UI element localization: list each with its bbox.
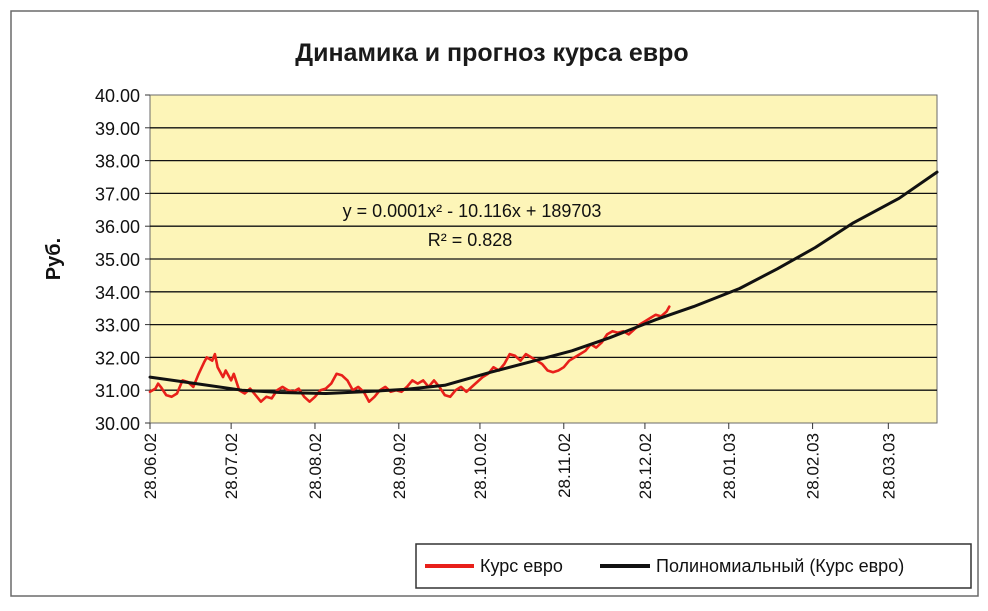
y-tick-label: 39.00 [95,119,140,139]
x-tick-label: 28.09.02 [390,433,409,499]
y-tick-label: 38.00 [95,152,140,172]
series-layer [148,170,939,403]
series-line-kurs-evro [148,305,671,403]
x-tick-label: 28.01.03 [720,433,739,499]
y-tick-label: 37.00 [95,184,140,204]
legend-label-kurs-evro: Курс евро [480,556,563,576]
y-tick-label: 30.00 [95,414,140,434]
trend-r-squared: R² = 0.828 [428,230,513,250]
x-tick-label: 28.07.02 [222,433,241,499]
legend: Курс евро Полиномиальный (Курс евро) [415,543,972,589]
legend-box [415,543,972,589]
x-axis-ticks: 28.06.02 28.07.02 28.08.02 28.09.02 28.10.02… [141,423,898,499]
x-tick-label: 28.10.02 [471,433,490,499]
x-tick-label: 28.02.03 [804,433,823,499]
y-tick-label: 35.00 [95,250,140,270]
x-tick-label: 28.08.02 [306,433,325,499]
y-tick-label: 36.00 [95,217,140,237]
y-tick-label: 33.00 [95,316,140,336]
trend-equation: y = 0.0001x² - 10.116x + 189703 [343,201,602,221]
series-line-polynomial-trend [148,170,939,395]
x-tick-label: 28.03.03 [879,433,898,499]
legend-label-polynomial: Полиномиальный (Курс евро) [656,556,904,576]
x-tick-label: 28.12.02 [636,433,655,499]
y-tick-label: 34.00 [95,283,140,303]
x-tick-label: 28.06.02 [141,433,160,499]
y-tick-label: 40.00 [95,86,140,106]
y-axis-label: Руб. [43,238,65,280]
y-tick-label: 31.00 [95,381,140,401]
chart-title: Динамика и прогноз курса евро [295,39,688,67]
y-axis-ticks: 30.00 31.00 32.00 33.00 34.00 35.00 36.00 37.00… [95,86,150,434]
y-tick-label: 32.00 [95,348,140,368]
x-tick-label: 28.11.02 [555,433,574,498]
